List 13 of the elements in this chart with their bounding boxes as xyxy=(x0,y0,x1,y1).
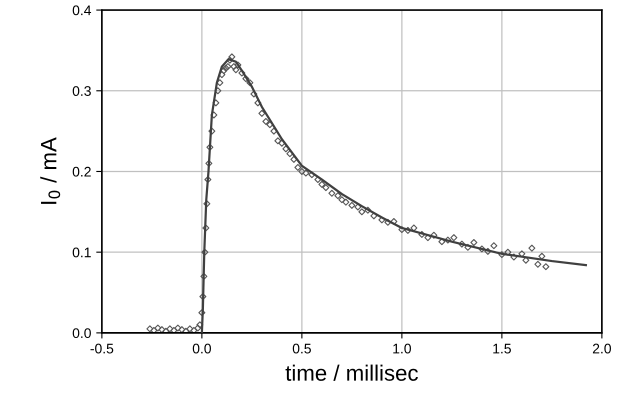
x-axis-title: time / millisec xyxy=(286,364,418,381)
y-tick-label: 0.4 xyxy=(72,5,92,16)
y-axis-title: I$_{0}$ / mA xyxy=(40,137,60,204)
x-tick-label: -0.5 xyxy=(90,344,114,354)
x-tick-label: 1.0 xyxy=(393,344,411,354)
x-tick-label: 0.5 xyxy=(292,344,311,354)
y-tick-label: 0.3 xyxy=(72,86,91,96)
y-tick-label: 0.2 xyxy=(72,166,91,177)
y-tick-label: 0.1 xyxy=(72,248,91,258)
x-tick-label: 1.5 xyxy=(493,344,511,354)
x-tick-label: 0.0 xyxy=(192,344,211,354)
y-tick-label: 0.0 xyxy=(72,328,91,338)
x-tick-label: 2.0 xyxy=(592,344,611,354)
